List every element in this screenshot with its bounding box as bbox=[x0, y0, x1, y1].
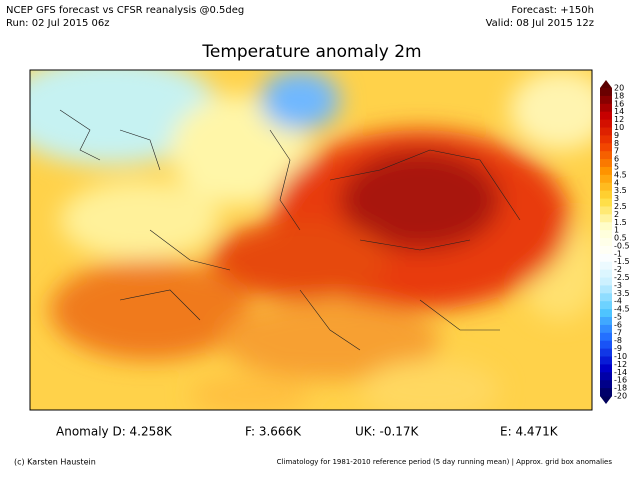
colorbar-swatch bbox=[600, 340, 612, 350]
colorbar-swatch bbox=[600, 388, 612, 397]
colorbar-swatch bbox=[600, 103, 612, 113]
colorbar-swatch bbox=[600, 111, 612, 121]
colorbar-label: 20 bbox=[614, 84, 624, 93]
title: Temperature anomaly 2m bbox=[201, 42, 421, 62]
footer-right: Climatology for 1981-2010 reference peri… bbox=[277, 458, 613, 466]
colorbar-label: 1.5 bbox=[614, 218, 627, 227]
colorbar-swatch bbox=[600, 135, 612, 144]
colorbar-label: 12 bbox=[614, 115, 624, 124]
colorbar-label: -3.5 bbox=[614, 289, 630, 298]
colorbar-label: 2 bbox=[614, 210, 619, 219]
colorbar-label: -10 bbox=[614, 352, 627, 361]
stat: UK: -0.17K bbox=[355, 425, 420, 439]
colorbar-label: -6 bbox=[614, 320, 622, 329]
map bbox=[30, 70, 592, 410]
colorbar-label: -0.5 bbox=[614, 241, 630, 250]
colorbar-swatch bbox=[600, 88, 612, 97]
footer-left: (c) Karsten Haustein bbox=[14, 458, 96, 467]
colorbar-swatch bbox=[600, 380, 612, 389]
colorbar-cap bbox=[600, 80, 612, 88]
colorbar-swatch bbox=[600, 222, 612, 231]
colorbar-label: 3 bbox=[614, 194, 619, 203]
colorbar-swatch bbox=[600, 95, 612, 105]
colorbar-swatch bbox=[600, 127, 612, 136]
colorbar-swatch bbox=[600, 238, 612, 247]
colorbar-label: -9 bbox=[614, 344, 622, 353]
colorbar-swatch bbox=[600, 151, 612, 160]
colorbar-swatch bbox=[600, 372, 612, 381]
colorbar-label: -4.5 bbox=[614, 305, 630, 314]
colorbar-label: 2.5 bbox=[614, 202, 627, 211]
colorbar-swatch bbox=[600, 324, 612, 334]
header-left: Run: 02 Jul 2015 06z bbox=[6, 18, 109, 29]
stat: F: 3.666K bbox=[245, 425, 302, 439]
colorbar-label: 18 bbox=[614, 91, 624, 100]
colorbar-label: -3 bbox=[614, 281, 622, 290]
colorbar-swatch bbox=[600, 190, 612, 200]
colorbar-label: -16 bbox=[614, 376, 627, 385]
colorbar-swatch bbox=[600, 143, 612, 152]
colorbar-swatch bbox=[600, 285, 612, 294]
colorbar-swatch bbox=[600, 230, 612, 239]
colorbar-label: 10 bbox=[614, 123, 624, 132]
colorbar-label: -2 bbox=[614, 265, 622, 274]
colorbar-label: 14 bbox=[614, 107, 624, 116]
header-right: Valid: 08 Jul 2015 12z bbox=[486, 18, 594, 29]
colorbar-swatch bbox=[600, 293, 612, 302]
colorbar-swatch bbox=[600, 206, 612, 215]
colorbar-swatch bbox=[600, 198, 612, 207]
colorbar-swatch bbox=[600, 119, 612, 128]
colorbar-label: 16 bbox=[614, 99, 624, 108]
colorbar-cap bbox=[600, 396, 612, 404]
colorbar-label: -12 bbox=[614, 360, 627, 369]
colorbar-label: 6 bbox=[614, 155, 619, 164]
colorbar-swatch bbox=[600, 364, 612, 373]
colorbar-label: -18 bbox=[614, 384, 627, 393]
colorbar: 201816141210987654.543.532.521.510.5-0.5… bbox=[600, 80, 630, 404]
stat: E: 4.471K bbox=[500, 425, 559, 439]
colorbar-swatch bbox=[600, 214, 612, 223]
colorbar-label: 3.5 bbox=[614, 186, 627, 195]
colorbar-swatch bbox=[600, 159, 612, 168]
colorbar-label: -5 bbox=[614, 313, 622, 322]
colorbar-label: -4 bbox=[614, 297, 622, 306]
colorbar-label: -1.5 bbox=[614, 257, 630, 266]
header-left: NCEP GFS forecast vs CFSR reanalysis @0.… bbox=[6, 5, 244, 16]
colorbar-label: -20 bbox=[614, 392, 627, 401]
colorbar-label: 4.5 bbox=[614, 170, 627, 179]
colorbar-swatch bbox=[600, 269, 612, 279]
colorbar-swatch bbox=[600, 245, 612, 255]
colorbar-swatch bbox=[600, 309, 612, 318]
colorbar-swatch bbox=[600, 317, 612, 326]
colorbar-label: -14 bbox=[614, 368, 627, 377]
colorbar-swatch bbox=[600, 277, 612, 286]
colorbar-label: -7 bbox=[614, 328, 622, 337]
colorbar-label: -2.5 bbox=[614, 273, 630, 282]
colorbar-label: 0.5 bbox=[614, 234, 627, 243]
colorbar-swatch bbox=[600, 356, 612, 365]
colorbar-swatch bbox=[600, 253, 612, 263]
colorbar-label: 9 bbox=[614, 131, 619, 140]
colorbar-swatch bbox=[600, 174, 612, 184]
colorbar-label: -1 bbox=[614, 249, 622, 258]
colorbar-label: 7 bbox=[614, 147, 619, 156]
colorbar-swatch bbox=[600, 166, 612, 176]
colorbar-label: -8 bbox=[614, 336, 622, 345]
colorbar-swatch bbox=[600, 348, 612, 358]
colorbar-swatch bbox=[600, 261, 612, 271]
colorbar-label: 4 bbox=[614, 178, 619, 187]
stat: Anomaly D: 4.258K bbox=[56, 425, 173, 439]
colorbar-label: 5 bbox=[614, 162, 619, 171]
colorbar-label: 8 bbox=[614, 139, 619, 148]
colorbar-swatch bbox=[600, 182, 612, 192]
header-right: Forecast: +150h bbox=[511, 5, 594, 16]
colorbar-swatch bbox=[600, 332, 612, 342]
colorbar-swatch bbox=[600, 301, 612, 310]
colorbar-label: 1 bbox=[614, 226, 619, 235]
